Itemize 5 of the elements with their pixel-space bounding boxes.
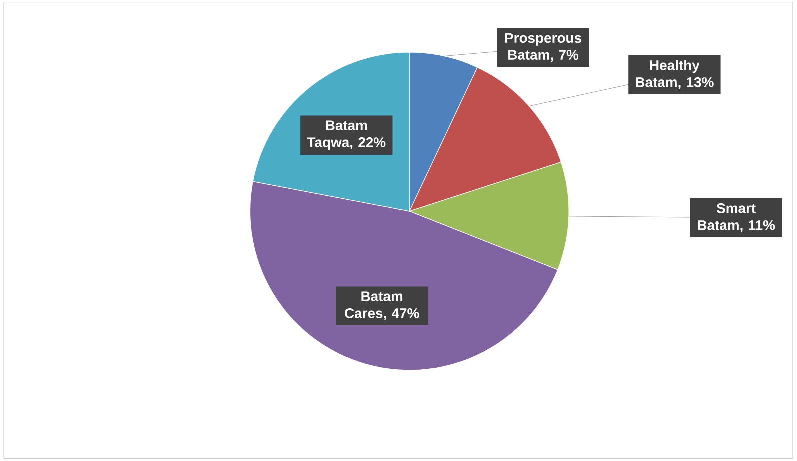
slice-label: Healthy Batam, 13% — [636, 60, 714, 90]
slice-label: Batam Taqwa, 22% — [307, 120, 386, 150]
slice-label: Prosperous Batam, 7% — [505, 33, 582, 62]
slice-label: Batam Cares, 47% — [345, 292, 420, 320]
slice-label: Smart Batam, 11% — [698, 203, 776, 232]
